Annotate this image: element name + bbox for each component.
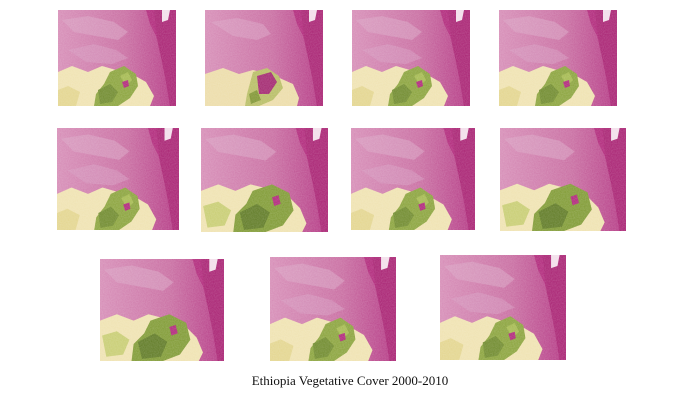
figure-caption: Ethiopia Vegetative Cover 2000-2010 <box>251 373 449 388</box>
vegetation-map-tile <box>205 10 323 106</box>
vegetation-map-tile <box>100 259 224 361</box>
vegetation-map-tile <box>270 257 396 361</box>
vegetation-map-tile <box>500 128 626 231</box>
vegetation-map-tile <box>352 10 470 106</box>
vegetation-map-tile <box>201 128 328 232</box>
vegetation-map-tile <box>58 10 176 106</box>
vegetation-map-tile <box>440 255 566 360</box>
vegetation-map-tile <box>351 128 475 230</box>
vegetation-map-tile <box>57 128 179 230</box>
vegetation-map-tile <box>499 10 617 106</box>
